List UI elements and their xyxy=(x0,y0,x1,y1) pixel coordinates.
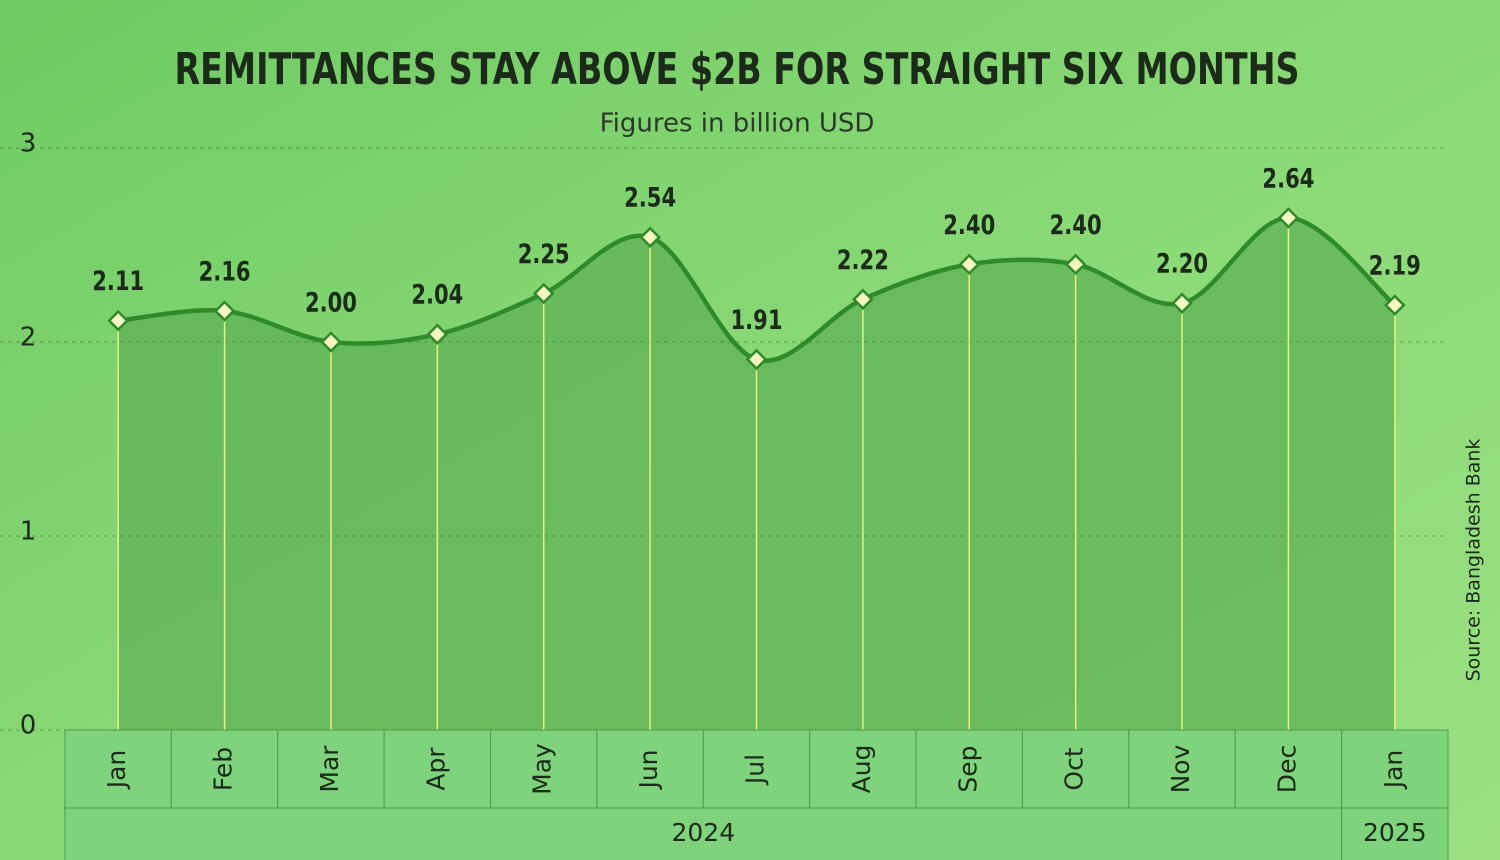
x-tick-label: Aug xyxy=(847,745,876,794)
y-tick-label: 0 xyxy=(20,711,37,741)
category-cell xyxy=(702,729,811,809)
category-cell xyxy=(915,729,1023,809)
marker xyxy=(745,348,768,371)
marker xyxy=(852,288,874,311)
x-tick-label: Nov xyxy=(1166,744,1195,793)
x-tick-label: Jan xyxy=(1379,750,1408,791)
marker xyxy=(426,323,449,346)
marker xyxy=(532,282,555,305)
source: Source: Bangladesh Bank xyxy=(1463,439,1485,682)
x-tick-label: Jun xyxy=(634,749,663,790)
x-tick-label: Jul xyxy=(741,754,770,786)
x-tick-label: May xyxy=(528,743,557,795)
category-cell xyxy=(490,729,598,809)
marker xyxy=(1384,294,1406,316)
data-label: 2.54 xyxy=(624,183,676,214)
category-cell xyxy=(1128,729,1236,809)
year-label: 2025 xyxy=(1363,818,1427,847)
x-tick-label: Dec xyxy=(1272,745,1301,793)
marker xyxy=(1171,292,1193,314)
marker xyxy=(1064,253,1087,276)
chart-subtitle: Figures in billion USD xyxy=(600,109,875,139)
data-label: 2.64 xyxy=(1262,163,1314,194)
data-label: 2.16 xyxy=(199,256,251,287)
data-label: 2.22 xyxy=(837,245,889,276)
x-tick-label: Apr xyxy=(421,747,450,791)
year-label: 2024 xyxy=(671,818,735,847)
data-label: 2.11 xyxy=(92,266,144,297)
data-label: 2.20 xyxy=(1156,249,1208,280)
y-tick-label: 2 xyxy=(20,323,37,353)
data-label: 2.04 xyxy=(411,280,463,311)
year-cell xyxy=(1341,807,1449,860)
y-tick-label: 1 xyxy=(20,517,37,547)
year-cell xyxy=(64,807,1343,860)
x-tick-label: Feb xyxy=(209,747,238,791)
chart-title: REMITTANCES STAY ABOVE $2B FOR STRAIGHT … xyxy=(175,44,1300,95)
data-label: 2.25 xyxy=(518,239,570,270)
marker xyxy=(639,226,661,249)
data-label: 2.40 xyxy=(1050,210,1102,241)
category-cell xyxy=(64,729,172,809)
x-tick-label: Sep xyxy=(953,745,982,792)
data-label: 2.40 xyxy=(943,210,995,241)
plot-area: 0 1 2 3 2.11 2.16 2.00 2.04 2.25 2.54 1.91 2.22 2.40… xyxy=(0,129,1449,860)
category-cell xyxy=(170,729,279,809)
marker xyxy=(213,300,236,322)
marker xyxy=(1277,207,1300,229)
marker xyxy=(320,331,342,353)
x-tick-label: Mar xyxy=(315,745,344,793)
x-tick-label: Oct xyxy=(1060,747,1089,790)
marker xyxy=(958,253,981,276)
y-tick-label: 3 xyxy=(20,129,37,159)
marker xyxy=(107,309,129,332)
data-label: 1.91 xyxy=(731,305,783,336)
data-label: 2.19 xyxy=(1369,251,1421,282)
x-tick-label: Jan xyxy=(102,750,131,791)
data-label: 2.00 xyxy=(305,288,357,319)
